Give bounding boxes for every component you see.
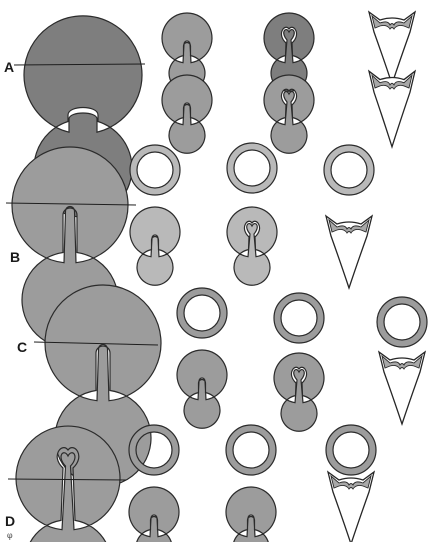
section-b-2 bbox=[129, 206, 181, 286]
shield-section-b bbox=[325, 215, 373, 289]
row-b: B bbox=[5, 142, 375, 349]
shield-section-c bbox=[378, 351, 426, 425]
row-label-c: C bbox=[17, 339, 27, 355]
row-d: D φ bbox=[5, 424, 377, 542]
row-c: C bbox=[17, 284, 428, 487]
section-line-a bbox=[13, 63, 146, 66]
shield-section-a-1 bbox=[368, 11, 416, 85]
section-c-1 bbox=[176, 287, 228, 339]
section-line-c bbox=[33, 341, 159, 346]
section-d-2 bbox=[128, 486, 180, 542]
section-d-5 bbox=[325, 424, 377, 476]
section-c-2 bbox=[176, 349, 228, 429]
large-section-d bbox=[15, 425, 121, 542]
row-label-b: B bbox=[10, 249, 20, 265]
shield-section-d bbox=[327, 471, 375, 542]
section-d-1 bbox=[128, 424, 180, 476]
row-label-d: D bbox=[5, 513, 15, 529]
section-a-4 bbox=[263, 74, 315, 154]
row-a: A bbox=[4, 11, 416, 218]
section-d-3 bbox=[225, 424, 277, 476]
section-c-5 bbox=[376, 296, 428, 348]
row-label-a: A bbox=[4, 59, 14, 75]
shield-section-a-2 bbox=[368, 70, 416, 148]
section-line-d bbox=[7, 478, 127, 481]
section-b-5 bbox=[323, 144, 375, 196]
section-a-2 bbox=[161, 74, 213, 154]
section-c-3 bbox=[273, 292, 325, 344]
section-c-4 bbox=[273, 352, 325, 432]
section-line-b bbox=[5, 202, 137, 206]
section-b-3 bbox=[226, 142, 278, 194]
section-d-4 bbox=[225, 486, 277, 542]
section-b-4 bbox=[226, 206, 278, 286]
section-b-1 bbox=[129, 144, 181, 196]
corner-mark: φ bbox=[7, 531, 13, 540]
